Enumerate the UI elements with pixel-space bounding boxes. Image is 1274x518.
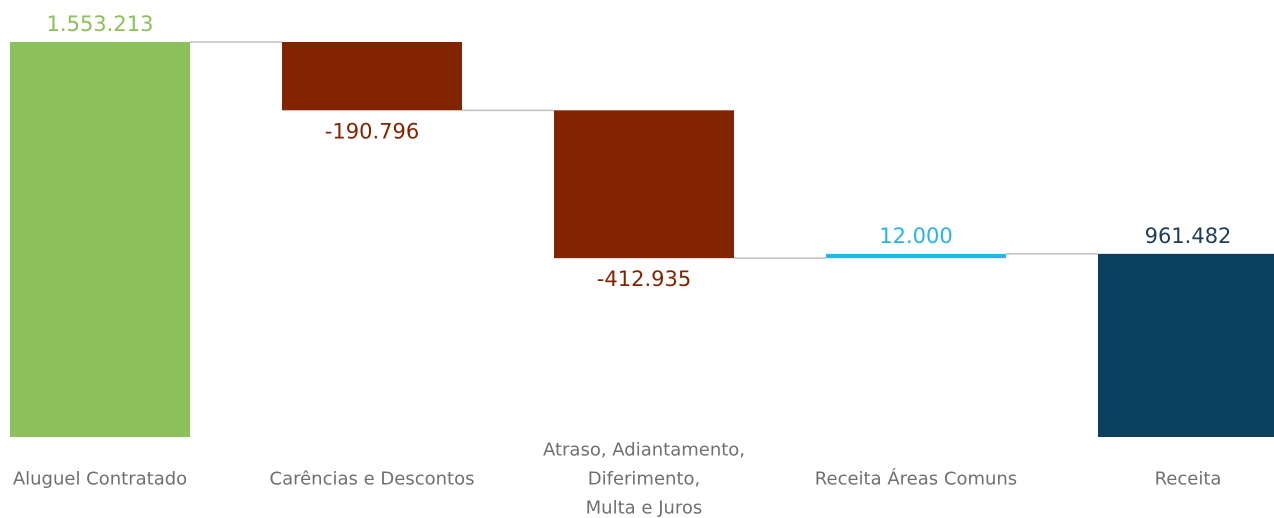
x-tick-label: Receita — [1154, 468, 1222, 490]
bar — [1098, 253, 1274, 437]
value-label: 12.000 — [879, 224, 952, 248]
bar — [554, 110, 734, 259]
x-tick-label: Carências e Descontos — [269, 468, 475, 490]
value-label: -412.935 — [597, 267, 691, 291]
value-label: 961.482 — [1145, 224, 1232, 248]
bar — [282, 42, 462, 111]
value-label: 1.553.213 — [47, 12, 154, 36]
value-label: -190.796 — [325, 119, 419, 143]
bar — [10, 42, 190, 437]
x-tick-label: Aluguel Contratado — [12, 468, 188, 490]
bar — [826, 253, 1006, 259]
x-tick-label: Atraso, Adiantamento, Diferimento, Multa… — [542, 439, 746, 518]
x-tick-label: Receita Áreas Comuns — [814, 468, 1018, 490]
